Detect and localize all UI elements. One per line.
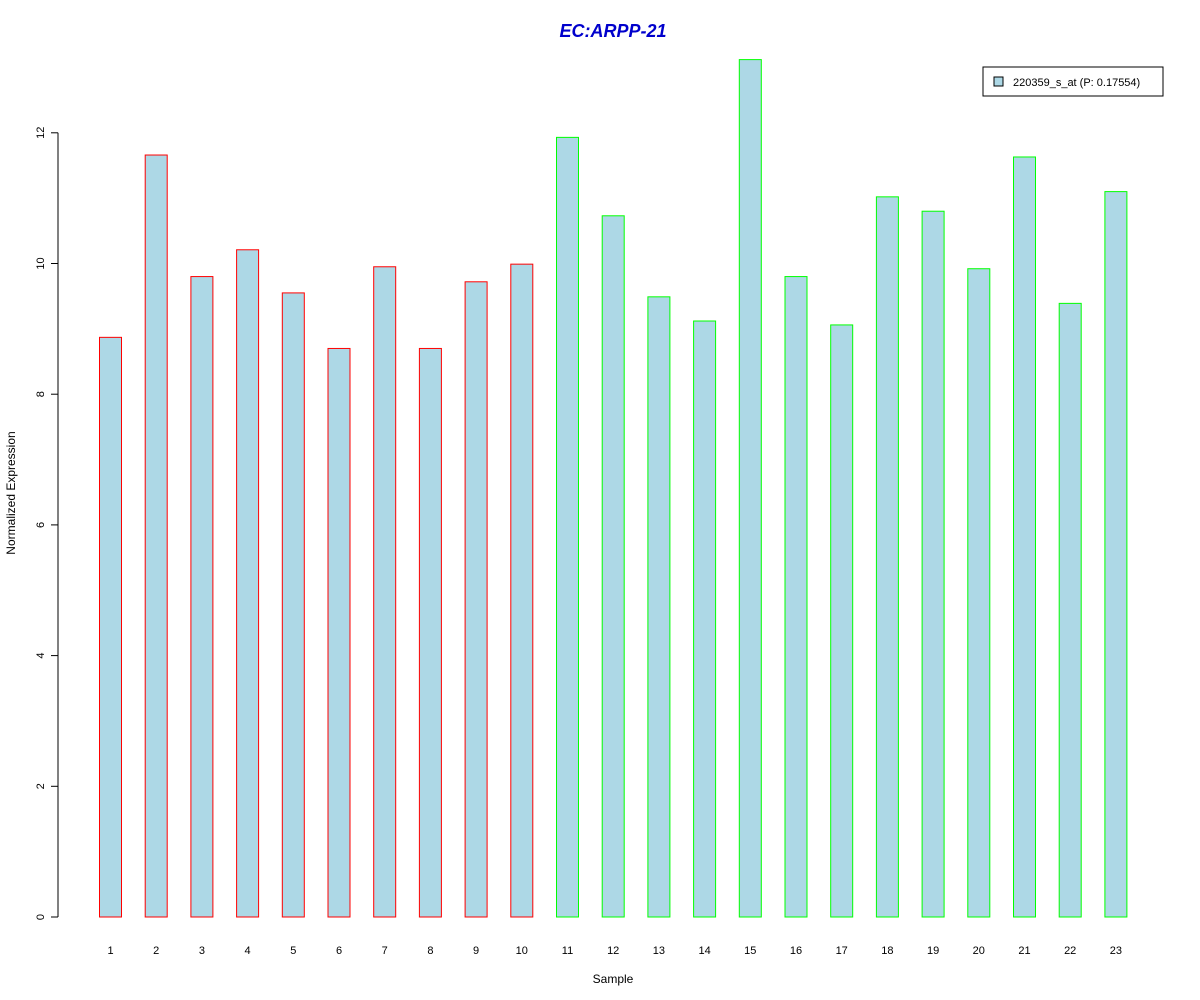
bar [510, 263, 534, 918]
bar [967, 268, 991, 918]
x-tick-label: 17 [836, 945, 848, 957]
bar [693, 320, 717, 918]
x-tick-label: 2 [153, 945, 159, 957]
x-tick-label: 16 [790, 945, 802, 957]
legend-label: 220359_s_at (P: 0.17554) [1013, 77, 1140, 89]
chart-title: EC:ARPP-21 [559, 21, 666, 41]
y-tick-label: 8 [35, 391, 47, 397]
bar [1058, 302, 1082, 918]
bar [373, 266, 397, 918]
bar [464, 281, 488, 918]
y-axis-label: Normalized Expression [4, 431, 18, 554]
x-tick-label: 22 [1064, 945, 1076, 957]
x-tick-label: 10 [516, 945, 528, 957]
bar [647, 296, 671, 918]
y-axis: 0 2 4 6 8 10 12 [35, 127, 59, 920]
x-tick-label: 23 [1110, 945, 1122, 957]
bars-group [99, 59, 1128, 918]
bar [738, 59, 762, 918]
bar [281, 292, 305, 918]
x-axis-label: Sample [593, 972, 634, 986]
x-tick-label: 15 [744, 945, 756, 957]
bar [144, 154, 168, 918]
y-tick-label: 12 [35, 127, 47, 139]
bar [190, 276, 214, 918]
x-tick-label: 6 [336, 945, 342, 957]
x-tick-label: 7 [382, 945, 388, 957]
bar [556, 136, 579, 918]
x-tick-label: 14 [698, 945, 710, 957]
x-tick-label: 21 [1018, 945, 1030, 957]
bar [1013, 156, 1036, 918]
x-tick-label: 20 [973, 945, 985, 957]
y-tick-label: 10 [35, 257, 47, 269]
x-tick-label: 18 [881, 945, 893, 957]
x-tick-label: 11 [562, 945, 573, 957]
x-tick-label: 19 [927, 945, 939, 957]
x-tick-label: 5 [290, 945, 296, 957]
legend-swatch [993, 76, 1004, 87]
x-tick-label: 12 [607, 945, 619, 957]
bar [236, 249, 260, 918]
x-tick-label: 13 [653, 945, 665, 957]
bar [875, 196, 899, 918]
legend: 220359_s_at (P: 0.17554) [982, 66, 1164, 97]
bar [921, 210, 945, 918]
x-tick-labels: 1 2 3 4 5 6 7 8 9 10 11 12 13 14 15 16 17 18 19 20 21 22 23 [107, 945, 1122, 957]
x-tick-label: 1 [107, 945, 113, 957]
y-tick-label: 2 [35, 783, 47, 789]
bar [99, 336, 122, 918]
y-tick-label: 0 [35, 914, 47, 920]
bar [784, 276, 808, 918]
x-tick-label: 9 [473, 945, 479, 957]
bar [1104, 191, 1128, 918]
x-tick-label: 3 [199, 945, 205, 957]
x-tick-label: 4 [245, 945, 251, 957]
x-tick-label: 8 [427, 945, 433, 957]
y-tick-label: 4 [35, 653, 47, 659]
legend-box [982, 66, 1164, 97]
bar [830, 324, 854, 918]
bar [601, 215, 625, 918]
bar [327, 347, 351, 918]
y-tick-label: 6 [35, 522, 47, 528]
bar [418, 347, 442, 918]
